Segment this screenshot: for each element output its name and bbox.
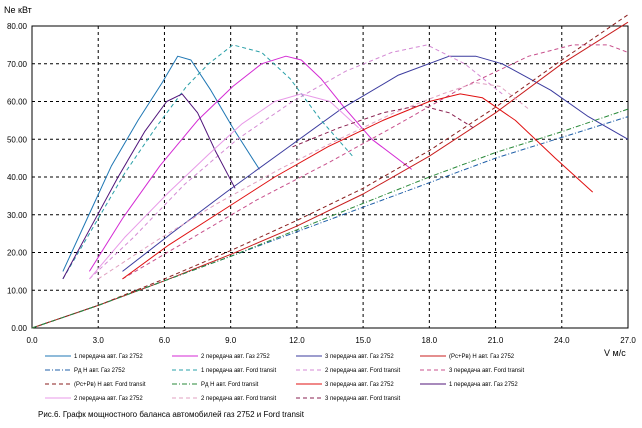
series-line-9 <box>31 14 629 329</box>
legend-label-14: 2 передача авт. Ford transit <box>201 396 276 402</box>
y-tick-label: 0.00 <box>11 324 27 333</box>
legend-label-7: 2 передача авт. Ford transit <box>325 368 400 374</box>
series-lines <box>31 14 629 329</box>
x-tick-label: 12.0 <box>289 336 305 345</box>
legend-label-15: 3 передача авт. Ford transit <box>325 396 400 402</box>
legend-label-10: Pд H авт. Ford transit <box>201 382 259 388</box>
x-tick-label: 0.0 <box>26 336 38 345</box>
series-line-2 <box>88 55 413 272</box>
y-tick-label: 60.00 <box>7 98 28 107</box>
x-axis-label: V м/с <box>604 348 626 358</box>
legend-label-3: 3 передача авт. Газ 2752 <box>325 354 394 360</box>
x-tick-label: 3.0 <box>93 336 105 345</box>
legend-label-8: 3 передача авт. Ford transit <box>449 368 524 374</box>
plot-border <box>31 25 629 329</box>
legend-label-6: 1 передача авт. Ford transit <box>201 368 276 374</box>
y-axis-label: Ne кВт <box>4 5 32 15</box>
x-tick-label: 24.0 <box>554 336 570 345</box>
figure-caption: Рис.6. Графк мощностного баланса автомоб… <box>38 410 304 419</box>
series-line-12 <box>62 93 236 280</box>
y-tick-label: 10.00 <box>7 286 28 295</box>
x-tick-label: 9.0 <box>225 336 237 345</box>
legend-label-4: (Pc+Pв) H авт. Газ 2752 <box>449 354 515 360</box>
series-line-5 <box>31 116 629 329</box>
legend-label-11: 3 передача авт. Газ 2752 <box>325 382 394 388</box>
series-line-8 <box>122 44 629 280</box>
legend-label-2: 2 передача авт. Газ 2752 <box>201 354 270 360</box>
legend-label-12: 1 передача авт. Газ 2752 <box>449 382 518 388</box>
plot-frame <box>31 25 629 329</box>
x-tick-label: 27.0 <box>620 336 636 345</box>
y-tick-label: 70.00 <box>7 60 28 69</box>
legend-label-9: (Pc+Pв) H авт. Ford transit <box>74 382 146 388</box>
tick-labels: 0.0 3.0 6.0 9.0 12.0 15.0 18.0 21.0 24.0 27.0 0.00… <box>7 22 636 345</box>
grid <box>32 26 628 328</box>
legend: 1 передача авт. Газ 2752 2 передача авт. … <box>45 354 524 402</box>
series-line-11 <box>122 93 594 280</box>
legend-label-5: Pд H авт. Газ 2752 <box>74 368 126 374</box>
series-line-1 <box>62 55 260 272</box>
x-tick-label: 6.0 <box>159 336 171 345</box>
x-tick-label: 21.0 <box>488 336 504 345</box>
y-tick-label: 30.00 <box>7 211 28 220</box>
legend-label-13: 2 передача авт. Газ 2752 <box>74 396 143 402</box>
y-tick-label: 20.00 <box>7 249 28 258</box>
series-line-13 <box>89 93 360 280</box>
y-tick-label: 50.00 <box>7 135 28 144</box>
series-line-3 <box>122 55 629 272</box>
y-tick-label: 80.00 <box>7 22 28 31</box>
y-tick-label: 40.00 <box>7 173 28 182</box>
series-line-6 <box>62 44 355 280</box>
legend-label-1: 1 передача авт. Газ 2752 <box>74 354 143 360</box>
series-line-10 <box>31 108 629 329</box>
series-line-14 <box>97 82 530 280</box>
series-line-15 <box>292 104 474 148</box>
x-tick-label: 15.0 <box>355 336 371 345</box>
series-line-4 <box>31 21 629 329</box>
x-tick-label: 18.0 <box>422 336 438 345</box>
